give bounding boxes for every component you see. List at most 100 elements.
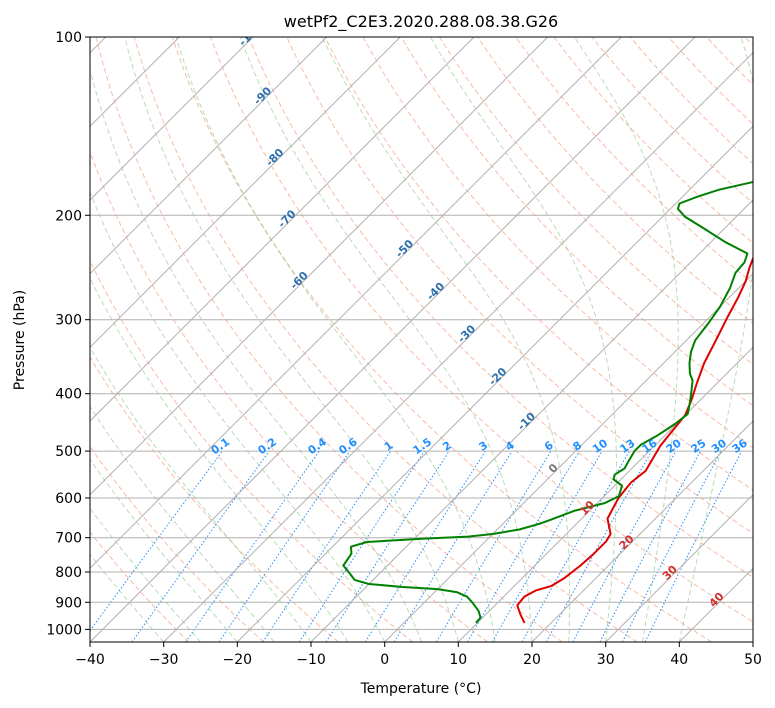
y-tick-label: 1000 — [46, 622, 82, 638]
mixing-ratio-line — [572, 450, 677, 642]
moist-adiabat — [573, 37, 679, 642]
x-tick-label: 0 — [380, 652, 389, 668]
isotherm-gridline — [752, 641, 753, 642]
skew-temperature-label: 20 — [617, 532, 637, 552]
moist-adiabat — [239, 37, 533, 642]
moist-adiabat — [429, 37, 617, 642]
x-tick-label: −20 — [223, 652, 253, 668]
y-tick-label: 400 — [55, 387, 82, 403]
x-tick-label: −30 — [149, 652, 179, 668]
moist-adiabat — [90, 190, 386, 642]
skew-temperature-label: -30 — [455, 322, 478, 345]
isotherm-gridline — [90, 37, 622, 570]
skew-temperature-label: -90 — [251, 84, 274, 107]
isotherm-gridline — [90, 37, 401, 349]
mixing-ratio-label: 1.5 — [411, 435, 434, 457]
mixing-ratio-line — [131, 450, 270, 642]
y-tick-label: 200 — [55, 208, 82, 224]
x-axis-label: Temperature (°C) — [360, 681, 482, 697]
isotherm-gridline — [236, 125, 753, 642]
mixing-ratio-line — [521, 450, 630, 642]
isotherm-gridline — [90, 37, 549, 496]
dewpoint-line — [342, 180, 753, 624]
y-tick-label: 700 — [55, 531, 82, 547]
dry-adiabat — [515, 37, 753, 284]
mixing-ratio-line — [599, 450, 701, 642]
mixing-ratio-label: 36 — [730, 436, 750, 456]
dry-adiabat — [438, 37, 753, 366]
moist-adiabat — [124, 37, 459, 642]
plot-frame — [89, 36, 754, 643]
skew-temperature-label: -60 — [288, 269, 311, 292]
x-axis: −40 −30 −20 −10 0 10 20 30 40 50 — [75, 642, 762, 668]
skew-temperature-label: -40 — [424, 280, 447, 303]
skew-temperature-label: -100 — [236, 20, 265, 49]
mixing-ratio-label: 0.6 — [336, 435, 360, 457]
mixing-ratio-line — [185, 450, 320, 642]
dry-adiabat — [744, 37, 753, 47]
mixing-ratio-line — [621, 450, 722, 642]
moist-adiabat — [90, 458, 238, 642]
mixing-ratio-line — [467, 450, 580, 642]
series-lines — [342, 180, 753, 624]
dry-adiabat — [90, 531, 190, 642]
background-lines — [90, 37, 753, 642]
mixing-ratio-line — [218, 450, 351, 642]
mixing-ratio-line — [325, 450, 450, 642]
isotherm-gridline — [457, 346, 753, 642]
dry-adiabat — [90, 259, 414, 642]
skew-temperature-label: 10 — [577, 498, 597, 518]
mixing-ratio-label: 0.4 — [306, 435, 330, 457]
mixing-ratio-label: 0.1 — [209, 435, 232, 457]
y-tick-label: 500 — [55, 444, 82, 460]
y-axis: 100 200 300 400 500 600 700 800 900 1000 — [46, 30, 90, 638]
isotherm-gridline — [90, 37, 696, 642]
mixing-ratio-line — [262, 450, 392, 642]
skew-temperature-label: -80 — [263, 146, 286, 169]
mixing-ratio-line — [90, 450, 223, 632]
dry-adiabat — [90, 150, 488, 642]
isotherm-gridline — [531, 420, 753, 642]
skew-temperature-label: -20 — [486, 365, 509, 388]
dry-adiabat — [668, 37, 753, 125]
y-tick-label: 900 — [55, 595, 82, 611]
moist-adiabat — [90, 67, 422, 642]
dry-adiabat — [171, 37, 712, 642]
skew-temperature-label: 40 — [707, 590, 727, 610]
isotherm-gridline — [605, 493, 753, 642]
x-tick-label: 30 — [597, 652, 615, 668]
y-tick-label: 100 — [55, 30, 82, 46]
moist-adiabat — [678, 37, 753, 642]
dry-adiabat — [90, 445, 264, 642]
y-tick-label: 600 — [55, 491, 82, 507]
temperature-line — [516, 256, 753, 624]
isotherm-gridline — [90, 37, 254, 201]
x-tick-label: 20 — [523, 652, 541, 668]
dry-adiabat — [90, 356, 339, 642]
isotherm-gridline — [90, 37, 475, 422]
y-tick-label: 300 — [55, 313, 82, 329]
mixing-ratio-line — [393, 450, 513, 642]
dry-adiabat — [591, 37, 753, 204]
mixing-ratio-line — [298, 450, 425, 642]
dry-adiabat — [324, 37, 753, 491]
mixing-ratio-line — [644, 450, 743, 642]
dry-adiabat — [248, 37, 753, 578]
moist-adiabat — [321, 37, 571, 642]
plot-area: 0.1 0.2 0.4 0.6 1 1.5 2 3 4 6 8 10 13 16 20 25 30 36-100-… — [90, 20, 753, 642]
mixing-ratio-label: 25 — [688, 437, 708, 456]
dry-adiabat — [95, 37, 563, 642]
x-tick-label: 50 — [744, 652, 762, 668]
skew-temperature-label: -70 — [275, 207, 298, 230]
mixing-ratio-label: 10 — [590, 436, 610, 456]
mixing-ratio-line — [545, 450, 653, 642]
isotherm-gridline — [163, 51, 753, 642]
skew-temperature-label: -50 — [393, 237, 416, 260]
isotherm-gridline — [90, 37, 328, 275]
y-axis-label: Pressure (hPa) — [12, 290, 28, 390]
dry-adiabat — [210, 37, 753, 623]
y-tick-label: 800 — [55, 565, 82, 581]
x-tick-label: 40 — [670, 652, 688, 668]
x-tick-label: −10 — [296, 652, 326, 668]
